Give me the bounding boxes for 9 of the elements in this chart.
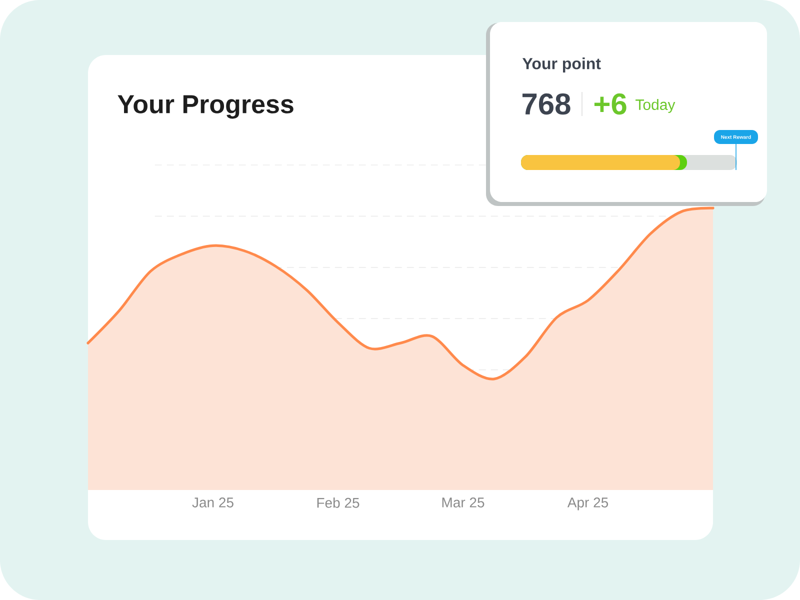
text: Your point <box>522 58 601 72</box>
x-tick-label: Mar 25 <box>442 498 484 508</box>
x-tick-label: Feb 25 <box>317 498 360 508</box>
text: 768 <box>522 93 570 115</box>
text: +6 <box>594 93 626 115</box>
text: Today <box>636 99 676 113</box>
chart-title: Your Progress <box>118 95 294 119</box>
x-tick-label: Jan 25 <box>192 498 234 508</box>
x-tick-label: Apr 25 <box>567 498 608 510</box>
